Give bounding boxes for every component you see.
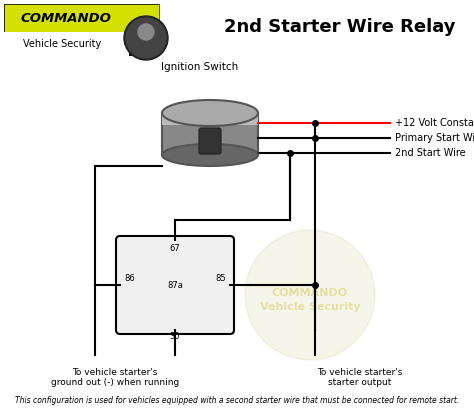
Circle shape (138, 24, 154, 40)
Text: To vehicle starter's
ground out (-) when running: To vehicle starter's ground out (-) when… (51, 368, 179, 387)
Text: 2nd Starter Wire Relay: 2nd Starter Wire Relay (224, 18, 456, 36)
Circle shape (126, 18, 166, 58)
Text: 2nd Start Wire: 2nd Start Wire (395, 148, 465, 158)
Text: +12 Volt Constant: +12 Volt Constant (395, 118, 474, 128)
Circle shape (245, 230, 375, 360)
Bar (4, 32, 129, 56)
Bar (4, 4, 159, 56)
Text: 67: 67 (170, 244, 181, 253)
Text: Ignition Switch: Ignition Switch (161, 62, 238, 72)
Text: To vehicle starter's
starter output: To vehicle starter's starter output (317, 368, 403, 387)
Text: Vehicle Security: Vehicle Security (23, 39, 101, 49)
Bar (162, 113, 258, 155)
FancyBboxPatch shape (199, 128, 221, 154)
Ellipse shape (162, 144, 258, 166)
Ellipse shape (162, 100, 258, 126)
Circle shape (124, 16, 168, 60)
Text: 85: 85 (215, 274, 226, 283)
Text: 30: 30 (170, 332, 180, 341)
Bar (4, 4, 159, 32)
Bar (4, 32, 129, 56)
Bar (162, 113, 258, 125)
Text: This configuration is used for vehicles equipped with a second starter wire that: This configuration is used for vehicles … (15, 396, 459, 405)
FancyBboxPatch shape (116, 236, 234, 334)
Text: Primary Start Wire: Primary Start Wire (395, 133, 474, 143)
Text: COMMANDO
Vehicle Security: COMMANDO Vehicle Security (260, 287, 360, 312)
Text: COMMANDO: COMMANDO (20, 12, 111, 25)
Text: 87a: 87a (167, 280, 183, 290)
Text: 86: 86 (124, 274, 135, 283)
